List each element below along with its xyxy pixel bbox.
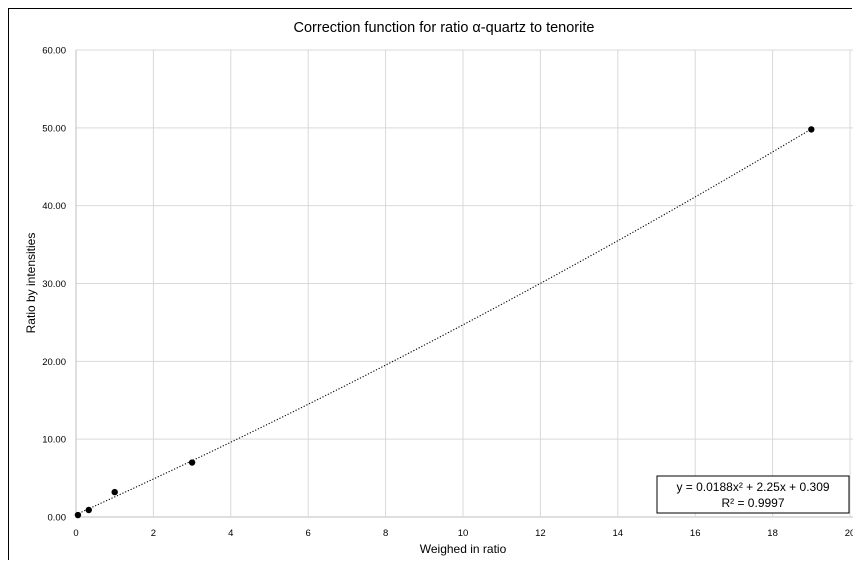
y-tick-label: 60.00 — [42, 46, 66, 57]
trendline — [75, 128, 812, 516]
y-tick-label: 10.00 — [42, 435, 66, 446]
trendline-r-squared: R² = 0.9997 — [721, 496, 784, 510]
x-tick-label: 12 — [535, 528, 546, 539]
trendline-equation: y = 0.0188x² + 2.25x + 0.309 — [676, 480, 829, 494]
data-point — [85, 506, 92, 514]
data-point — [74, 511, 82, 519]
x-tick-label: 18 — [767, 528, 778, 539]
y-axis-label: Ratio by intensities — [24, 233, 38, 334]
x-tick-label: 14 — [613, 528, 624, 539]
x-tick-label: 4 — [228, 528, 233, 539]
chart-frame — [8, 8, 852, 560]
x-tick-label: 10 — [458, 528, 469, 539]
x-tick-label: 20 — [845, 528, 853, 539]
data-point — [111, 488, 118, 496]
x-axis-label: Weighed in ratio — [420, 542, 507, 556]
y-tick-label: 50.00 — [42, 123, 66, 134]
equation-box-border — [656, 475, 850, 514]
x-tick-label: 2 — [151, 528, 156, 539]
data-point — [188, 459, 196, 466]
y-tick-label: 20.00 — [42, 357, 66, 368]
y-tick-label: 0.00 — [48, 513, 67, 524]
trendline-layer — [75, 128, 812, 516]
chart-title: Correction function for ratio α-quartz t… — [294, 20, 595, 36]
trendline-equation-box: y = 0.0188x² + 2.25x + 0.309 R² = 0.9997 — [656, 475, 850, 514]
data-points — [74, 126, 815, 519]
grid-layer — [75, 49, 853, 518]
data-point — [808, 126, 815, 133]
x-tick-label: 16 — [690, 528, 701, 539]
tick-labels: 0.00 10.00 20.00 30.00 40.00 50.00 60.00 0 2 4 6 8 1… — [42, 46, 853, 540]
x-tick-label: 6 — [306, 528, 311, 539]
x-tick-label: 8 — [383, 528, 388, 539]
x-tick-label: 0 — [73, 528, 78, 539]
y-tick-label: 30.00 — [42, 279, 66, 290]
y-tick-label: 40.00 — [42, 201, 66, 212]
